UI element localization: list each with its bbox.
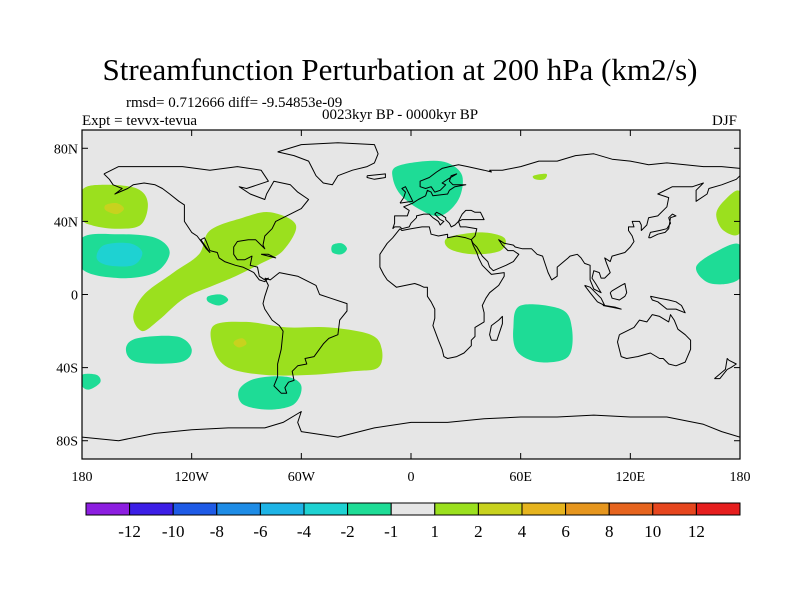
colorbar-label: 4 xyxy=(518,522,527,541)
region-southern-ocean-negative xyxy=(238,376,302,410)
coastline-segment xyxy=(262,272,348,394)
region-europe-negative xyxy=(392,160,463,217)
coastline-segment xyxy=(392,153,740,229)
region-west-pacific-negative xyxy=(696,243,740,285)
x-tick-label: 180 xyxy=(730,470,751,485)
coastline-segment xyxy=(379,226,505,359)
colorbar-swatch xyxy=(347,502,392,516)
y-tick-label: 80N xyxy=(54,142,78,157)
coastline-segment xyxy=(392,175,740,294)
x-tick-label: 120E xyxy=(616,470,646,485)
colorbar-label: -6 xyxy=(253,522,267,541)
colorbar-label: 10 xyxy=(644,522,661,541)
colorbar-swatch xyxy=(216,502,261,516)
y-tick-label: 40S xyxy=(56,362,78,377)
region-southwest-pacific-negative xyxy=(82,373,101,390)
region-north-pacific-positive-core xyxy=(104,202,124,215)
x-tick-label: 60W xyxy=(288,470,316,485)
colorbar: -12 -10 -8 -6 -4 -2 -1 1 2 4 6 8 10 12 xyxy=(85,502,741,541)
region-barents-small-positive xyxy=(532,173,548,180)
coastline-segment xyxy=(260,253,277,259)
x-tick-label: 180 xyxy=(72,470,93,485)
colorbar-swatch xyxy=(172,502,218,516)
season-label: DJF xyxy=(712,113,738,129)
experiment-label: Expt = tevvx-tevua xyxy=(82,113,198,129)
x-tick-label: 60E xyxy=(509,470,532,485)
colorbar-swatch xyxy=(652,502,697,516)
coastline-segment xyxy=(489,315,503,341)
coastlines xyxy=(82,142,740,442)
period-label: 0023kyr BP - 0000kyr BP xyxy=(322,107,479,123)
x-tick-label: 0 xyxy=(408,470,415,485)
y-tick-label: 40N xyxy=(54,215,78,230)
region-northwest-pacific-positive xyxy=(716,190,740,236)
colorbar-label: -2 xyxy=(341,522,355,541)
colorbar-swatch xyxy=(565,502,610,516)
colorbar-swatch xyxy=(695,502,741,516)
rmsd-label: rmsd= 0.712666 diff= -9.54853e-09 xyxy=(126,95,343,111)
colorbar-swatch xyxy=(303,502,349,516)
colorbar-label: -12 xyxy=(118,522,141,541)
y-tick-label: 80S xyxy=(56,435,78,450)
colorbar-label: -10 xyxy=(162,522,185,541)
region-east-pacific-atlantic-band xyxy=(133,212,297,332)
coastline-segment xyxy=(649,295,686,314)
coastline-segment xyxy=(277,142,379,186)
colorbar-label: 8 xyxy=(605,522,614,541)
colorbar-swatch xyxy=(390,502,436,516)
coastline-segment xyxy=(366,173,386,180)
coastline-segment xyxy=(609,283,628,301)
axis-ticks: 180 120W 60W 0 60E 120E 180 80N 40N 0 40S 80S xyxy=(54,130,751,485)
colorbar-label: 1 xyxy=(431,522,440,541)
colorbar-label: 12 xyxy=(688,522,705,541)
region-middle-east-positive xyxy=(444,232,506,255)
coastline-segment xyxy=(602,305,622,310)
colorbar-label: -4 xyxy=(297,522,312,541)
region-tropical-pacific-small-negative xyxy=(206,294,229,306)
x-tick-label: 120W xyxy=(175,470,210,485)
colorbar-swatch xyxy=(477,502,523,516)
region-north-atlantic-negative xyxy=(331,243,347,255)
chart-title: Streamfunction Perturbation at 200 hPa (… xyxy=(102,52,698,87)
region-north-pacific-negative-core xyxy=(96,242,143,267)
coastline-segment xyxy=(648,213,677,239)
coastline-segment xyxy=(714,358,737,380)
region-south-pacific-positive-core xyxy=(233,338,247,348)
colorbar-swatch xyxy=(85,502,131,516)
colorbar-swatch xyxy=(129,502,174,516)
colorbar-label: -1 xyxy=(384,522,398,541)
y-tick-label: 0 xyxy=(71,289,78,304)
coastline-segment xyxy=(103,166,310,283)
region-south-pacific-negative xyxy=(125,335,192,364)
region-indian-ocean-negative xyxy=(513,304,573,363)
coastline-segment xyxy=(399,186,414,204)
colorbar-swatch xyxy=(434,502,479,516)
coastline-segment xyxy=(617,314,692,367)
colorbar-swatch xyxy=(521,502,567,516)
contour-regions xyxy=(82,160,740,410)
colorbar-label: -8 xyxy=(210,522,224,541)
colorbar-swatch xyxy=(259,502,305,516)
region-south-pacific-atlantic-positive xyxy=(210,321,383,376)
coastline-segment xyxy=(82,411,740,442)
colorbar-swatch xyxy=(608,502,654,516)
colorbar-label: 2 xyxy=(474,522,483,541)
colorbar-label: 6 xyxy=(561,522,570,541)
